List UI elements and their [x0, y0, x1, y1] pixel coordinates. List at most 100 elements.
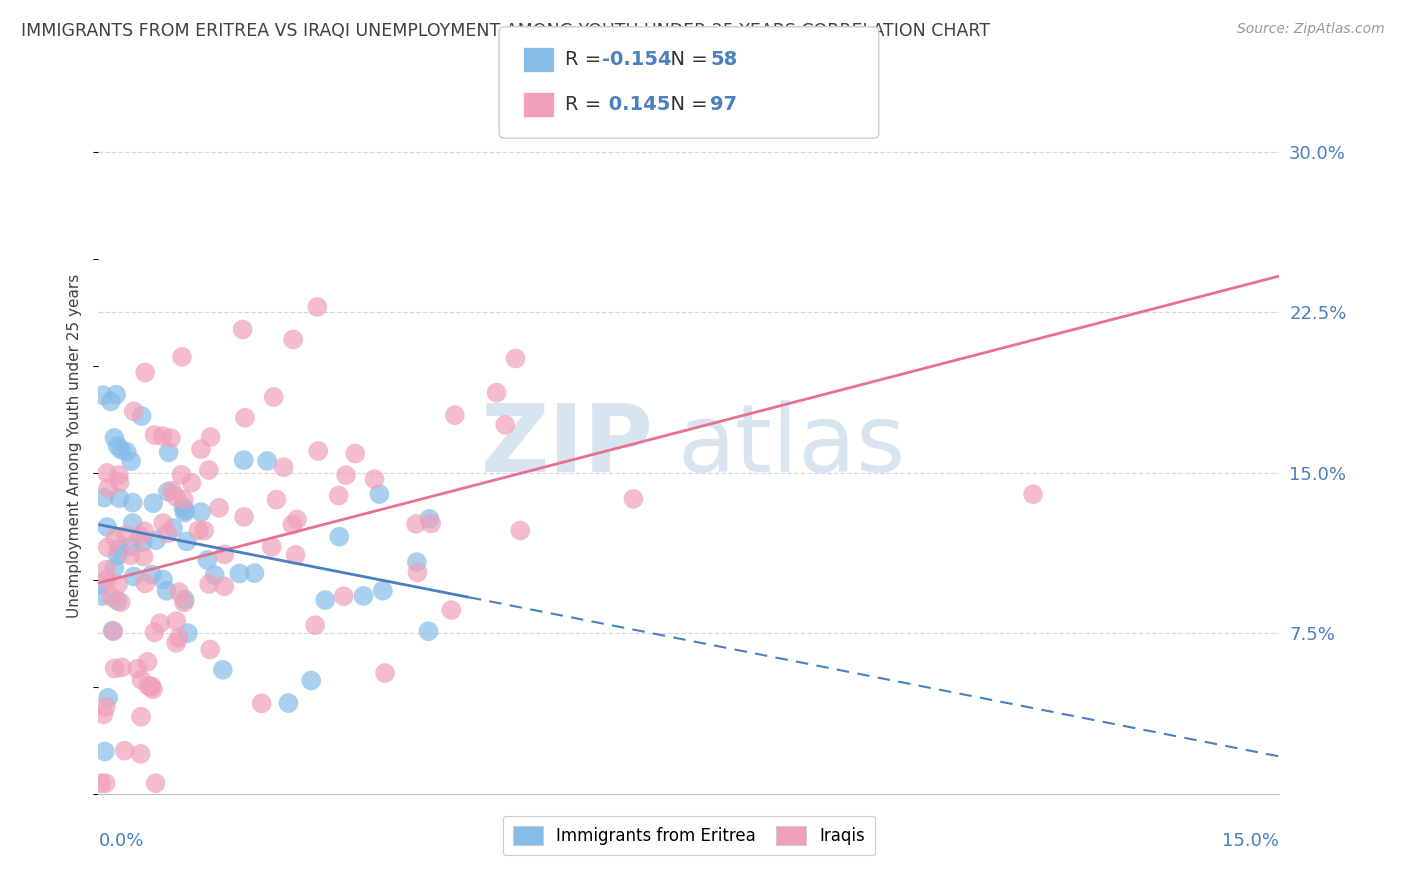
Point [232, 322, 254, 336]
Point [165, 614, 187, 628]
Point [162, 521, 184, 535]
Point [418, 512, 440, 526]
Point [304, 618, 326, 632]
Text: R =: R = [565, 50, 607, 70]
Point [121, 516, 143, 530]
Point [266, 492, 288, 507]
Point [103, 561, 125, 575]
Point [232, 453, 254, 467]
Point [172, 500, 194, 514]
Point [93, 491, 115, 505]
Point [156, 526, 179, 541]
Point [100, 590, 122, 604]
Point [363, 472, 385, 486]
Point [108, 467, 131, 482]
Point [120, 540, 142, 554]
Point [136, 679, 159, 693]
Point [107, 577, 129, 591]
Point [200, 430, 222, 444]
Point [129, 710, 152, 724]
Point [111, 660, 134, 674]
Point [122, 404, 145, 418]
Point [131, 409, 153, 423]
Point [134, 524, 156, 539]
Point [121, 495, 143, 509]
Point [440, 603, 463, 617]
Point [132, 549, 155, 564]
Point [160, 431, 183, 445]
Point [173, 506, 195, 520]
Point [307, 300, 329, 314]
Text: atlas: atlas [678, 400, 905, 492]
Point [110, 442, 132, 457]
Point [443, 408, 465, 422]
Point [328, 489, 350, 503]
Point [173, 595, 195, 609]
Point [103, 661, 125, 675]
Point [485, 385, 508, 400]
Point [105, 593, 128, 607]
Point [169, 585, 191, 599]
Point [180, 475, 202, 490]
Point [281, 517, 304, 532]
Point [114, 744, 136, 758]
Point [371, 583, 394, 598]
Point [190, 442, 212, 457]
Point [103, 431, 125, 445]
Point [170, 350, 193, 364]
Point [170, 467, 193, 482]
Point [101, 624, 124, 638]
Text: 0.0%: 0.0% [98, 832, 143, 850]
Point [256, 454, 278, 468]
Point [139, 680, 162, 694]
Point [120, 454, 142, 468]
Point [273, 460, 295, 475]
Point [108, 542, 131, 557]
Point [136, 655, 159, 669]
Point [277, 696, 299, 710]
Point [198, 463, 221, 477]
Text: IMMIGRANTS FROM ERITREA VS IRAQI UNEMPLOYMENT AMONG YOUTH UNDER 25 YEARS CORRELA: IMMIGRANTS FROM ERITREA VS IRAQI UNEMPLO… [21, 22, 990, 40]
Point [332, 589, 354, 603]
Point [145, 533, 167, 548]
Point [505, 351, 527, 366]
Point [104, 531, 127, 545]
Point [96, 563, 118, 577]
Point [94, 699, 117, 714]
Text: N =: N = [658, 95, 714, 114]
Point [420, 516, 443, 531]
Point [110, 595, 132, 609]
Point [156, 583, 179, 598]
Point [228, 566, 250, 581]
Point [165, 490, 187, 504]
Point [263, 390, 285, 404]
Point [187, 523, 209, 537]
Point [149, 616, 172, 631]
Point [160, 483, 183, 498]
Text: 15.0%: 15.0% [1222, 832, 1279, 850]
Point [176, 534, 198, 549]
Point [127, 662, 149, 676]
Point [142, 496, 165, 510]
Point [142, 682, 165, 697]
Point [94, 744, 117, 758]
Point [100, 394, 122, 409]
Text: 58: 58 [710, 50, 737, 70]
Point [167, 631, 190, 645]
Point [143, 428, 166, 442]
Point [494, 417, 516, 432]
Point [108, 491, 131, 505]
Point [145, 776, 167, 790]
Text: R =: R = [565, 95, 607, 114]
Text: ZIP: ZIP [481, 400, 654, 492]
Point [122, 569, 145, 583]
Point [214, 547, 236, 561]
Point [103, 624, 125, 639]
Point [90, 589, 112, 603]
Point [405, 516, 427, 531]
Point [368, 487, 391, 501]
Point [89, 577, 111, 591]
Point [198, 577, 221, 591]
Point [328, 530, 350, 544]
Point [152, 573, 174, 587]
